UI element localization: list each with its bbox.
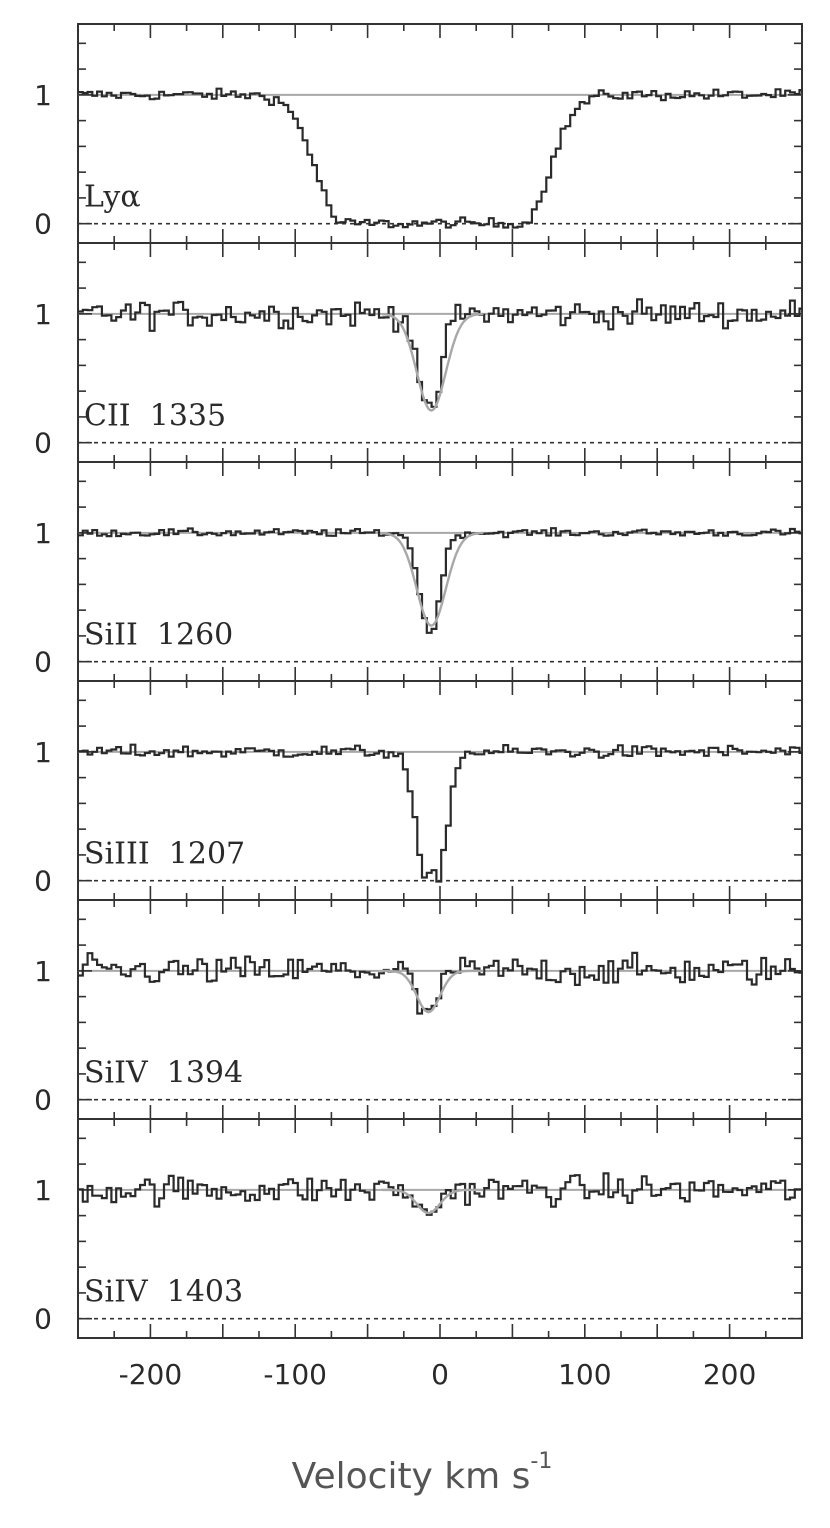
panel-3: 0 1 SiII 1260 — [34, 461, 803, 682]
panel-4: 0 1 SiIII 1207 — [34, 680, 803, 901]
y-tick-label: 1 — [34, 736, 52, 769]
model-fit-curve — [382, 969, 484, 1014]
spectrum-histogram — [78, 951, 802, 1015]
y-tick-label: 1 — [34, 1174, 52, 1207]
panel-1: 0 1 Lyα — [34, 23, 803, 244]
panel-label: SiIV 1394 — [84, 1055, 243, 1090]
panel-label: Lyα — [84, 179, 141, 214]
spectrum-histogram — [78, 1172, 802, 1216]
spectrum-histogram — [78, 298, 802, 408]
x-tick-label: 100 — [558, 1358, 611, 1391]
y-tick-label: 0 — [34, 427, 52, 460]
panel-frame — [77, 23, 803, 244]
y-tick-label: 0 — [34, 208, 52, 241]
y-tick-label: 0 — [34, 646, 52, 679]
spectrum-histogram — [78, 527, 802, 634]
x-tick-label: -100 — [263, 1358, 327, 1391]
panel-6: 0 1 SiIV 1403 — [34, 1118, 803, 1339]
panels-group: 0 1 Lyα 0 1 CII 1335 0 1 SiII 1260 0 1 SiIII 1207 0 1… — [34, 23, 803, 1339]
y-tick-label: 1 — [34, 79, 52, 112]
y-tick-label: 0 — [34, 865, 52, 898]
panel-label: SiII 1260 — [84, 617, 233, 652]
x-tick-label: 0 — [431, 1358, 449, 1391]
panel-label: CII 1335 — [84, 398, 226, 433]
model-fit-curve — [382, 1188, 484, 1215]
panel-label: SiIV 1403 — [84, 1274, 243, 1309]
y-tick-label: 0 — [34, 1303, 52, 1336]
panel-label: SiIII 1207 — [84, 836, 245, 871]
x-axis: -200 -100 0 100 200 — [119, 1358, 757, 1391]
spectrum-histogram — [78, 87, 802, 229]
x-axis-title: Velocity km s-1 — [292, 1449, 553, 1497]
model-fit-curve — [381, 531, 484, 627]
y-tick-label: 1 — [34, 517, 52, 550]
panel-2: 0 1 CII 1335 — [34, 242, 803, 463]
y-tick-label: 1 — [34, 298, 52, 331]
panel-5: 0 1 SiIV 1394 — [34, 899, 803, 1120]
model-fit-curve — [382, 312, 484, 412]
y-tick-label: 0 — [34, 1084, 52, 1117]
x-tick-label: 200 — [703, 1358, 756, 1391]
spectrum-histogram — [78, 743, 802, 883]
y-tick-label: 1 — [34, 955, 52, 988]
x-axis-title-superscript: -1 — [530, 1449, 552, 1474]
x-axis-title-text: Velocity km s — [292, 1456, 531, 1497]
x-tick-label: -200 — [119, 1358, 183, 1391]
